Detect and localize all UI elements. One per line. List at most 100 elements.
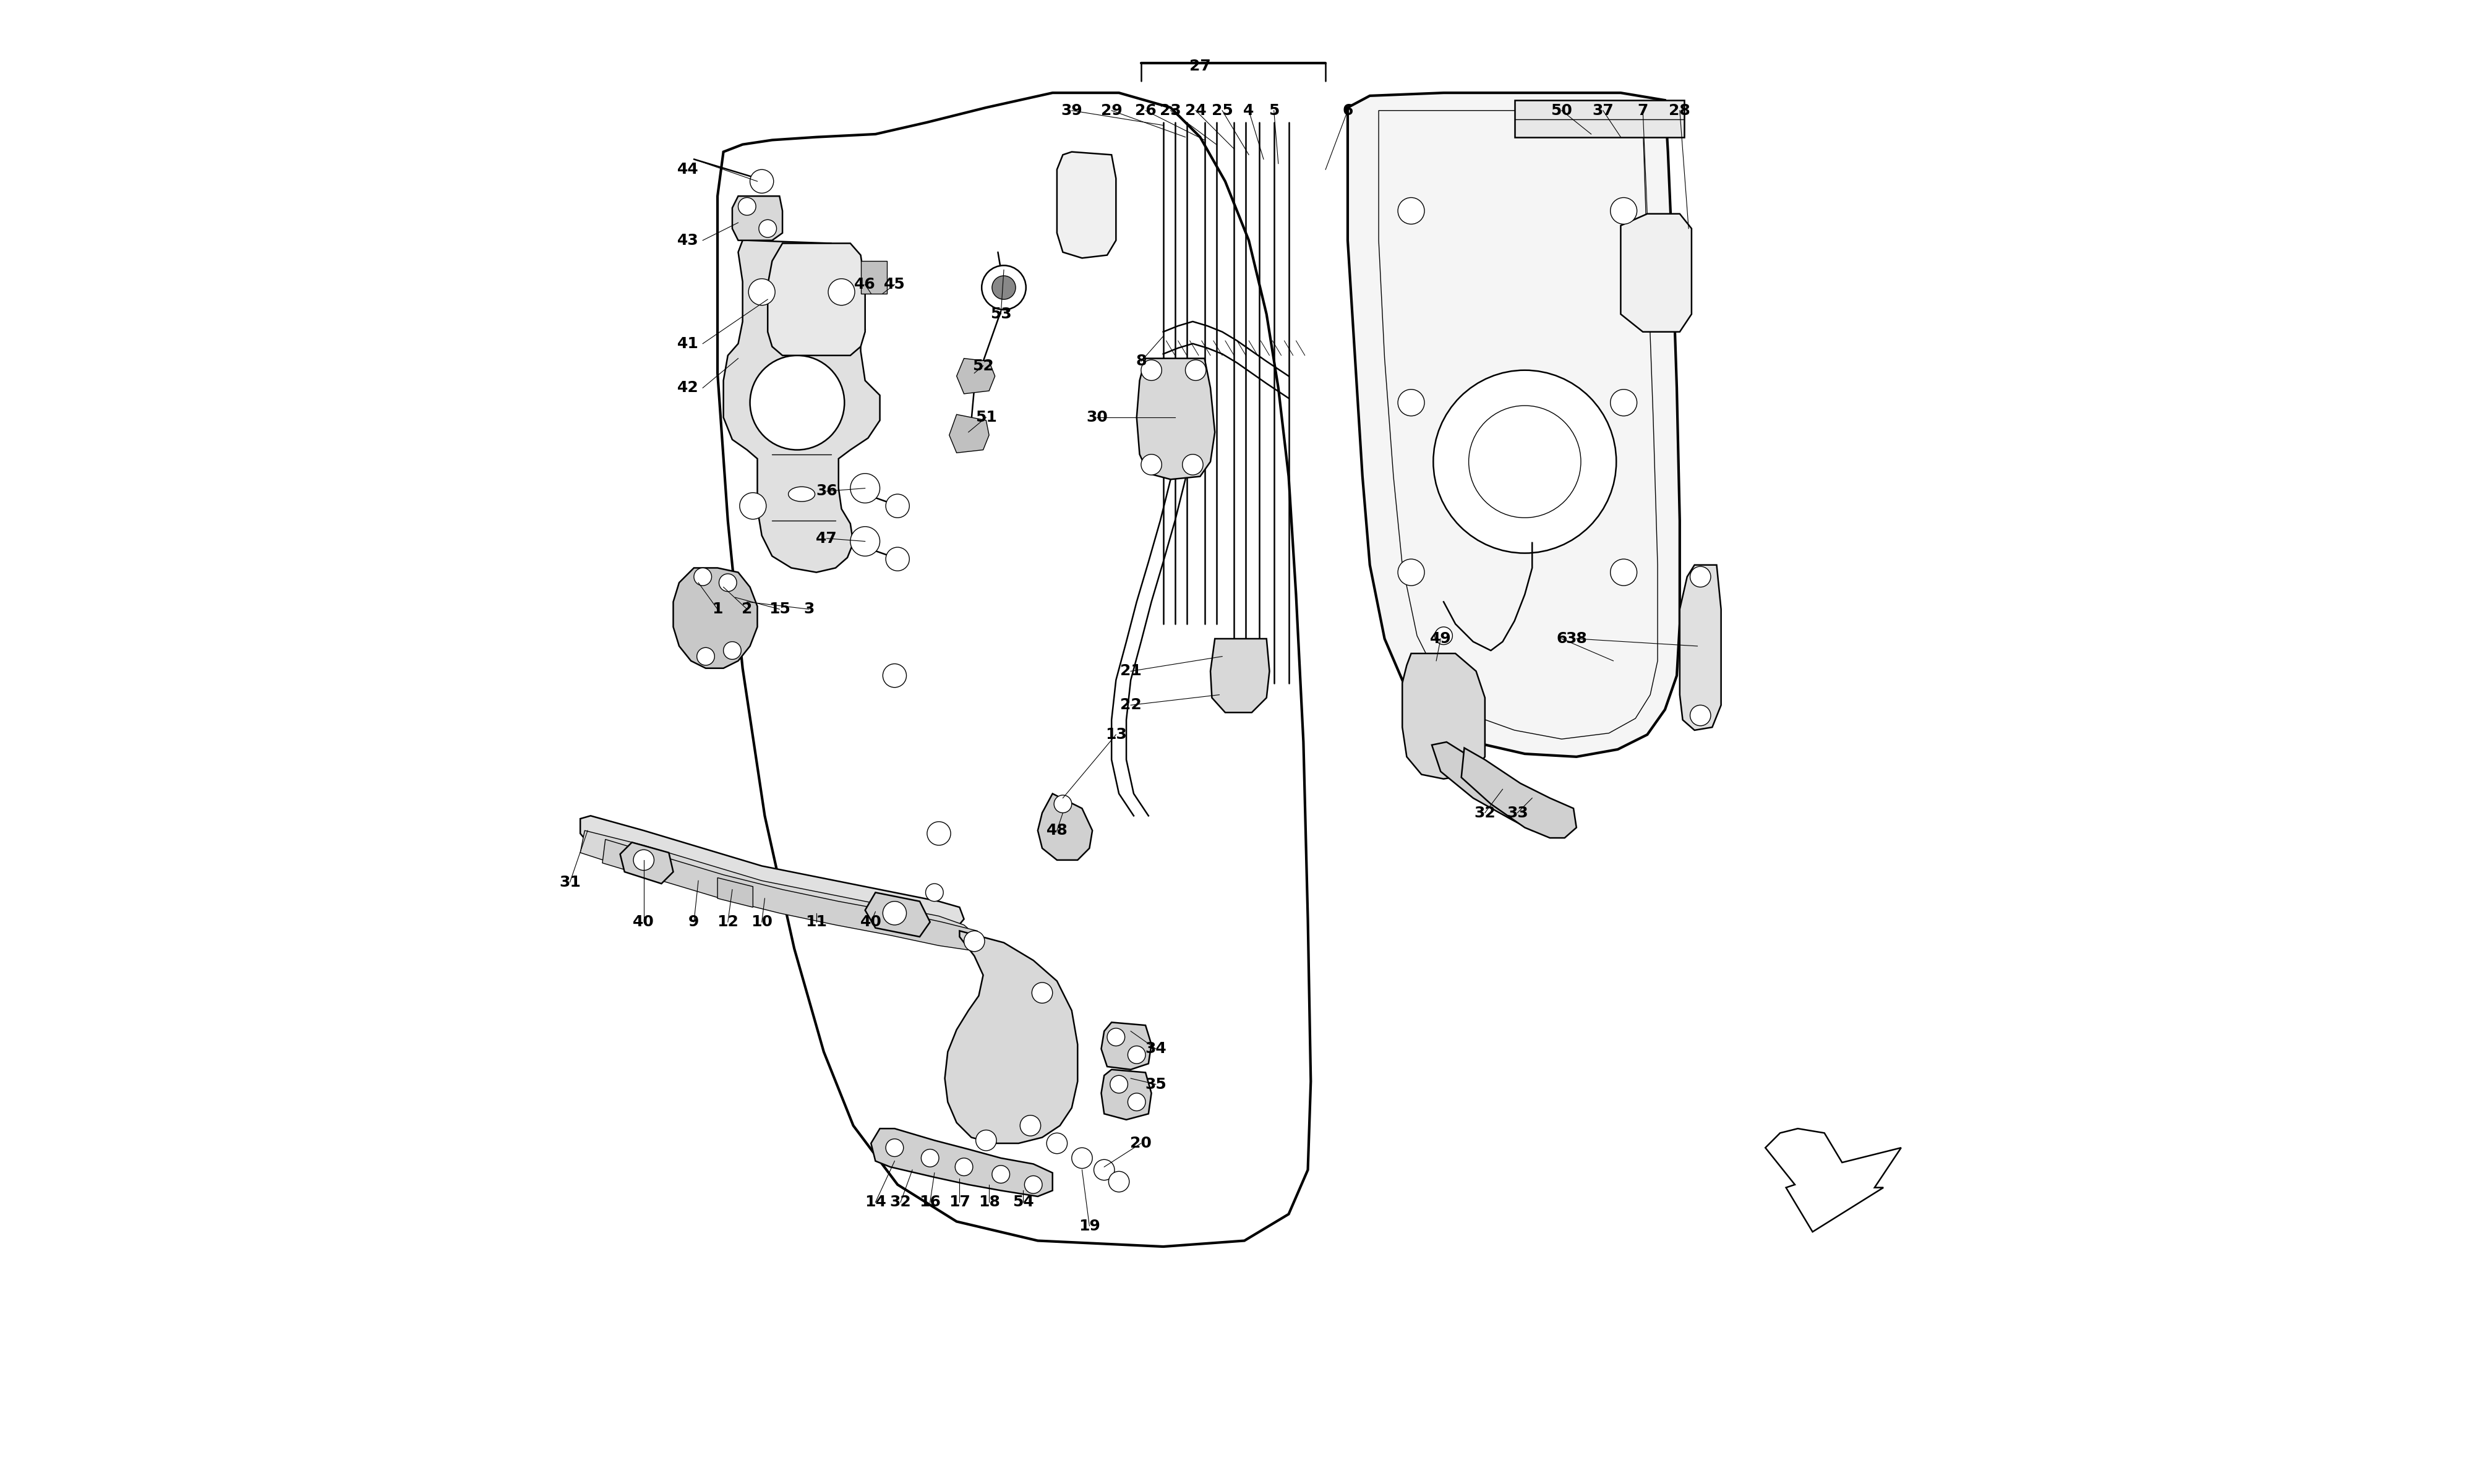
Circle shape [737,197,757,215]
Text: 15: 15 [769,603,789,617]
Circle shape [1141,454,1163,475]
Circle shape [1183,454,1202,475]
Circle shape [829,279,854,306]
Text: 32: 32 [891,1195,910,1209]
Circle shape [925,883,943,901]
Circle shape [982,266,1027,310]
Circle shape [760,220,777,237]
Circle shape [1611,559,1638,586]
Text: 37: 37 [1593,102,1613,117]
Polygon shape [732,196,782,240]
Circle shape [1611,197,1638,224]
Ellipse shape [789,487,814,502]
Circle shape [1054,795,1071,813]
Circle shape [740,493,767,519]
Text: 40: 40 [861,914,881,929]
Text: 41: 41 [678,337,698,352]
Text: 52: 52 [972,358,995,372]
Polygon shape [957,359,995,393]
Text: 33: 33 [1507,806,1529,821]
Text: 54: 54 [1012,1195,1034,1209]
Circle shape [992,276,1017,300]
Polygon shape [1462,748,1576,838]
Text: 53: 53 [990,307,1012,322]
Circle shape [886,494,910,518]
Circle shape [750,279,774,306]
Bar [861,261,888,294]
Text: 5: 5 [1269,102,1279,117]
Text: 13: 13 [1106,727,1126,742]
Text: 50: 50 [1551,102,1573,117]
Bar [1514,101,1685,137]
Circle shape [1611,389,1638,416]
Text: 32: 32 [1475,806,1497,821]
Text: 7: 7 [1638,102,1648,117]
Text: 39: 39 [1061,102,1084,117]
Circle shape [1108,1028,1126,1046]
Circle shape [1432,370,1616,554]
Polygon shape [673,568,757,668]
Circle shape [886,1138,903,1156]
Text: 40: 40 [633,914,656,929]
Circle shape [886,548,910,571]
Circle shape [1398,197,1425,224]
Polygon shape [1037,794,1094,861]
Circle shape [1032,982,1051,1003]
Circle shape [1141,359,1163,380]
Text: 51: 51 [975,410,997,424]
Circle shape [1690,567,1710,588]
Circle shape [1435,626,1452,644]
Text: 35: 35 [1145,1077,1168,1092]
Circle shape [1128,1046,1145,1064]
Polygon shape [581,831,975,942]
Text: 20: 20 [1131,1135,1153,1150]
Text: 6: 6 [1343,102,1353,117]
Circle shape [1690,705,1710,726]
Polygon shape [1403,653,1484,779]
Text: 27: 27 [1190,59,1210,74]
Text: 43: 43 [678,233,698,248]
Text: 2: 2 [742,603,752,617]
Polygon shape [722,240,881,573]
Circle shape [698,647,715,665]
Polygon shape [945,930,1079,1143]
Text: 24: 24 [1185,102,1207,117]
Circle shape [1024,1175,1042,1193]
Circle shape [1398,389,1425,416]
Polygon shape [1101,1070,1150,1120]
Text: 44: 44 [678,162,698,177]
Text: 18: 18 [977,1195,999,1209]
Circle shape [965,930,985,951]
Circle shape [920,1149,940,1166]
Polygon shape [621,843,673,883]
Text: 10: 10 [752,914,772,929]
Text: 26: 26 [1136,102,1155,117]
Polygon shape [1101,1022,1150,1070]
Text: 9: 9 [688,914,700,929]
Circle shape [1019,1116,1042,1135]
Circle shape [1398,559,1425,586]
Text: 31: 31 [559,874,581,889]
Polygon shape [1348,93,1680,757]
Polygon shape [950,414,990,453]
Circle shape [1470,405,1581,518]
Circle shape [750,356,844,450]
Text: 45: 45 [883,278,905,292]
Text: 25: 25 [1212,102,1232,117]
Circle shape [883,901,905,925]
Circle shape [720,574,737,592]
Circle shape [928,822,950,846]
Text: 14: 14 [863,1195,886,1209]
Polygon shape [767,243,866,356]
Text: 23: 23 [1160,102,1183,117]
Polygon shape [1680,565,1722,730]
Polygon shape [1620,214,1692,332]
Polygon shape [1056,151,1116,258]
Circle shape [1047,1132,1066,1153]
Text: 36: 36 [816,484,839,499]
Circle shape [883,663,905,687]
Circle shape [851,527,881,556]
Circle shape [1108,1171,1128,1192]
Circle shape [722,641,742,659]
Text: 30: 30 [1086,410,1108,424]
